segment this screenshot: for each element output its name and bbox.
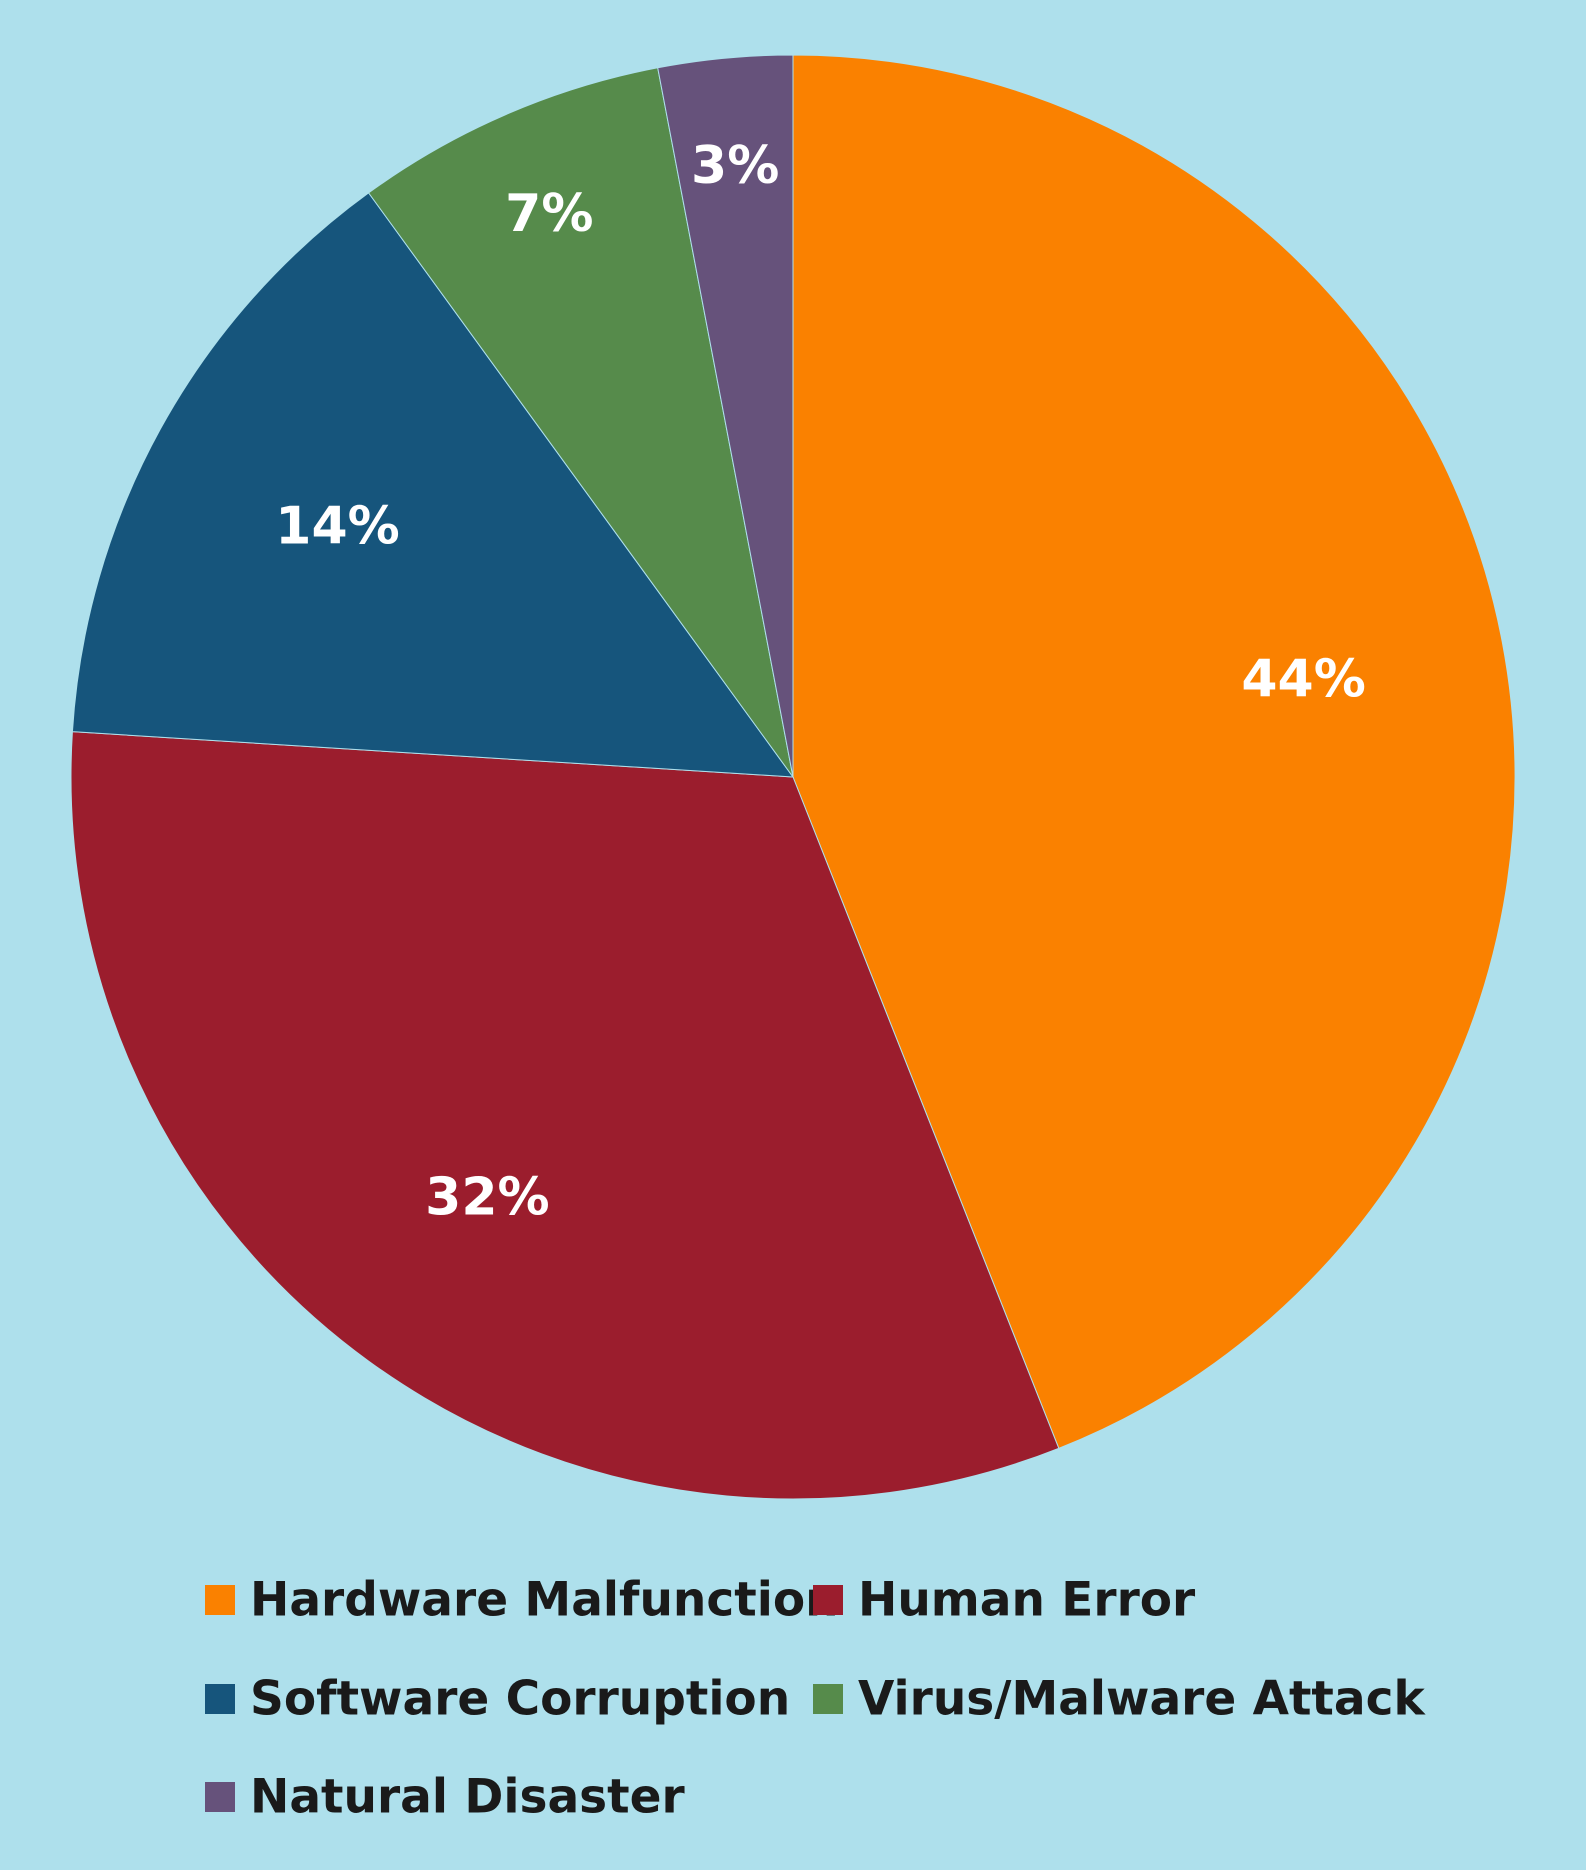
legend-label-hardware-malfunction: Hardware Malfunction	[250, 1573, 839, 1628]
pie-slices	[70, 54, 1516, 1500]
legend-swatch-virus-malware-attack	[813, 1684, 843, 1714]
data-label-virus-malware-attack: 7%	[505, 184, 593, 244]
legend-item-natural-disaster: Natural Disaster	[205, 1770, 685, 1825]
pie-data-labels: 44% 32% 14% 7% 3%	[275, 136, 1366, 1228]
legend-swatch-natural-disaster	[205, 1782, 235, 1812]
legend-item-hardware-malfunction: Hardware Malfunction	[205, 1573, 839, 1628]
pie-slice-hardware-malfunction	[792, 54, 1516, 1449]
legend: Hardware Malfunction Human Error Software …	[205, 1573, 1426, 1825]
legend-swatch-human-error	[813, 1585, 843, 1615]
legend-swatch-hardware-malfunction	[205, 1585, 235, 1615]
pie-slice-human-error	[70, 731, 1060, 1500]
legend-item-human-error: Human Error	[813, 1573, 1196, 1628]
data-label-hardware-malfunction: 44%	[1241, 650, 1365, 710]
legend-swatch-software-corruption	[205, 1684, 235, 1714]
data-label-software-corruption: 14%	[275, 497, 399, 557]
pie-slice-natural-disaster	[657, 54, 794, 778]
legend-label-human-error: Human Error	[858, 1573, 1196, 1628]
legend-item-software-corruption: Software Corruption	[205, 1672, 790, 1727]
data-label-natural-disaster: 3%	[691, 136, 779, 196]
legend-label-virus-malware-attack: Virus/Malware Attack	[858, 1672, 1426, 1727]
pie-slice-virus-malware-attack	[367, 67, 794, 778]
legend-item-virus-malware-attack: Virus/Malware Attack	[813, 1672, 1426, 1727]
legend-label-software-corruption: Software Corruption	[250, 1672, 790, 1727]
data-label-human-error: 32%	[425, 1168, 549, 1228]
pie-slice-software-corruption	[71, 192, 795, 778]
legend-label-natural-disaster: Natural Disaster	[250, 1770, 685, 1825]
